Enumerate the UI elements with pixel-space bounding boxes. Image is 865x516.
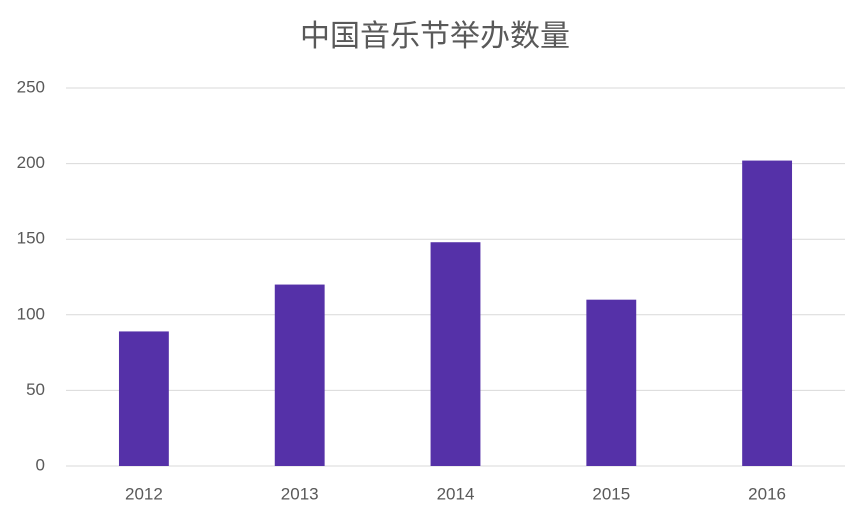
y-tick-label: 100 (17, 304, 45, 323)
x-tick-label: 2013 (281, 484, 319, 503)
x-tick-label: 2014 (437, 484, 475, 503)
bar (274, 284, 325, 466)
bar (742, 160, 793, 467)
y-tick-label: 50 (26, 380, 45, 399)
bar (118, 331, 169, 466)
bar (430, 242, 481, 466)
x-tick-label: 2012 (125, 484, 163, 503)
x-tick-label: 2016 (748, 484, 786, 503)
y-tick-label: 150 (17, 229, 45, 248)
y-tick-label: 250 (17, 77, 45, 96)
y-tick-label: 0 (36, 455, 45, 474)
chart-title: 中国音乐节举办数量 (300, 19, 570, 54)
x-tick-label: 2015 (592, 484, 630, 503)
y-tick-label: 200 (17, 153, 45, 172)
bar (586, 299, 637, 466)
